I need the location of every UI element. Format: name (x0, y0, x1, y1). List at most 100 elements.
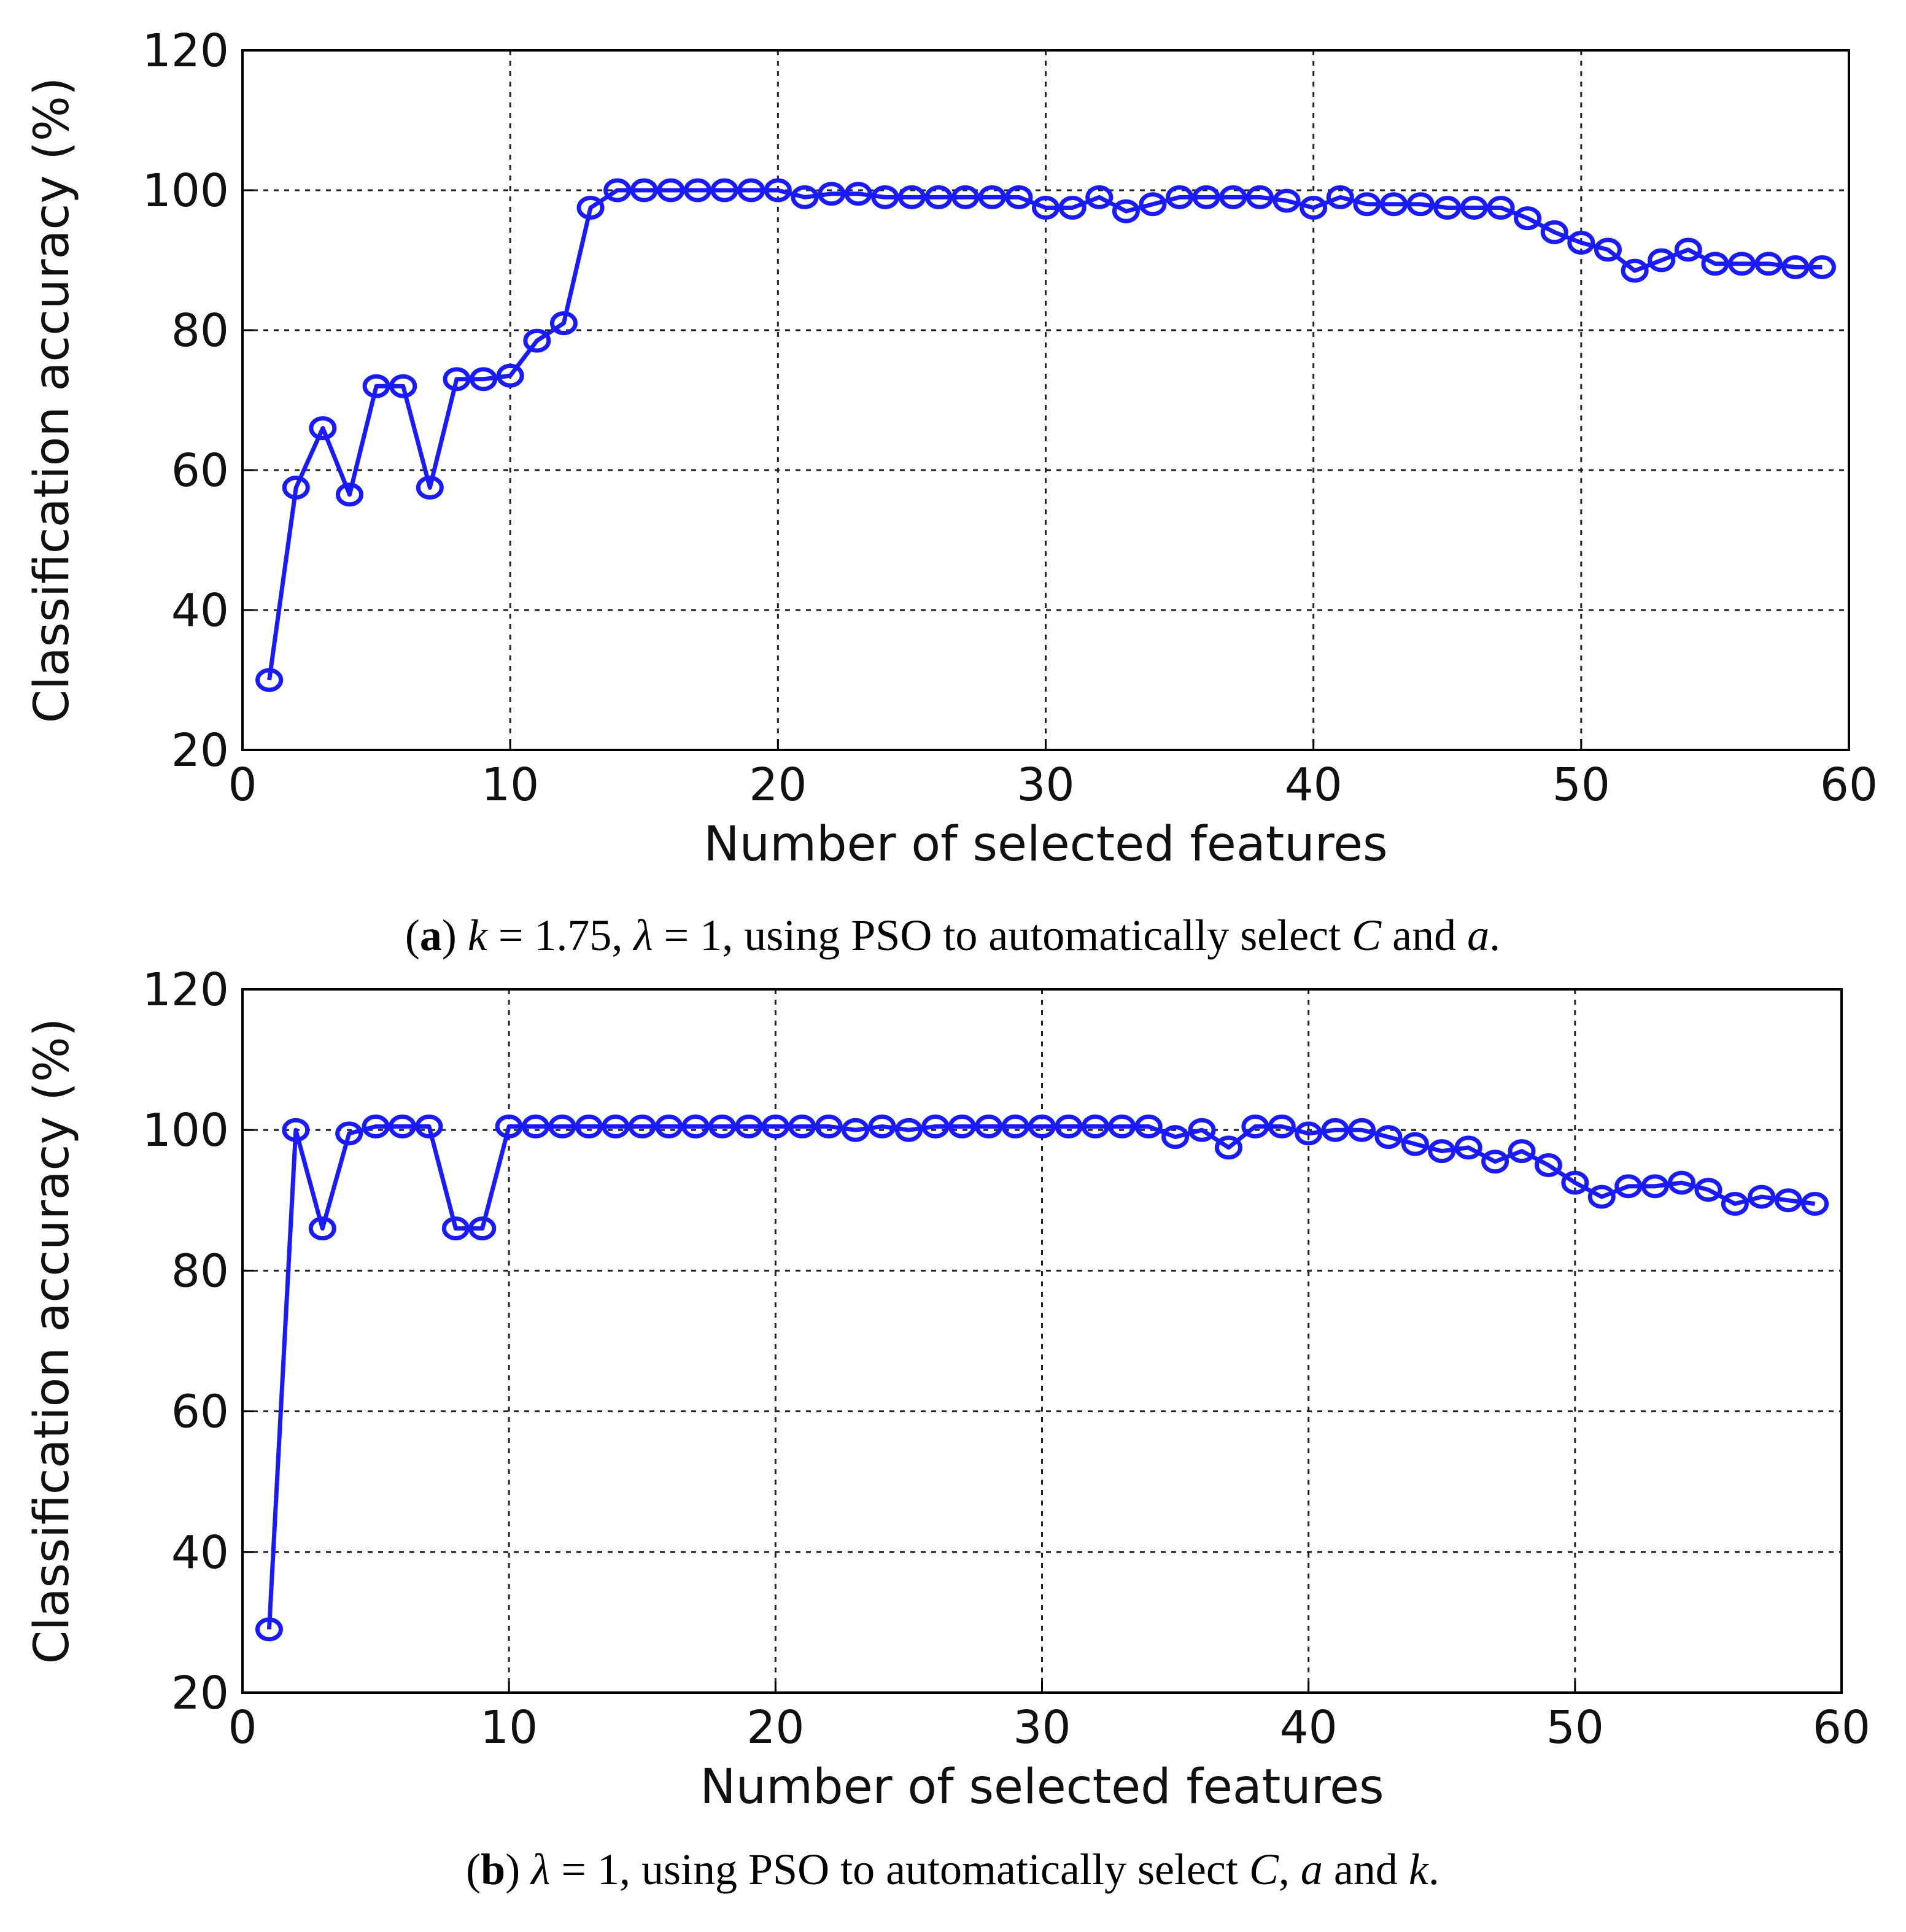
data-point (1268, 1114, 1296, 1138)
caption-label: b (481, 1845, 505, 1894)
data-point (1567, 231, 1595, 255)
data-point (470, 367, 498, 392)
data-point (735, 1114, 763, 1138)
caption-text: = 1, using PSO to automatically select (550, 1845, 1249, 1894)
data-point (1028, 1114, 1056, 1138)
y-tick-label: 80 (171, 1245, 229, 1297)
data-point (1481, 1150, 1509, 1174)
x-tick-label: 20 (749, 759, 807, 811)
data-point (1508, 1139, 1536, 1164)
data-point (844, 182, 872, 206)
caption-text: , (1279, 1845, 1301, 1894)
data-point (1108, 1114, 1136, 1138)
data-point (1701, 252, 1729, 276)
y-tick-label: 100 (142, 1104, 229, 1157)
data-point (335, 1121, 363, 1146)
data-point (708, 1114, 736, 1138)
data-point (1774, 1188, 1802, 1213)
y-tick-label: 120 (142, 25, 229, 77)
data-point (1058, 196, 1087, 220)
data-point (737, 178, 765, 203)
data-point (523, 328, 551, 353)
y-axis-title: Classification accuracy (%) (25, 1018, 80, 1664)
caption-text: C (1249, 1845, 1279, 1894)
data-point (1374, 1125, 1403, 1150)
caption-text: a (1467, 911, 1489, 960)
caption-text: λ (530, 1845, 550, 1894)
data-point (1112, 199, 1140, 223)
data-point (1219, 185, 1247, 209)
data-point (788, 1114, 816, 1138)
data-point (548, 1114, 576, 1138)
data-point (1540, 220, 1568, 244)
data-point (1326, 185, 1354, 209)
data-point (468, 1216, 497, 1241)
data-point (1005, 185, 1033, 209)
x-tick-label: 20 (746, 1701, 804, 1754)
caption-text: = 1, using PSO to automatically select (653, 911, 1352, 960)
data-point (255, 1617, 283, 1642)
data-point (1245, 185, 1274, 209)
data-point (1534, 1153, 1562, 1177)
data-point (1139, 192, 1167, 217)
data-point (657, 178, 685, 203)
data-point (1428, 1139, 1456, 1164)
data-point (522, 1114, 550, 1138)
caption-text: = 1.75, (487, 911, 634, 960)
data-point (1808, 255, 1836, 279)
x-tick-label: 40 (1285, 759, 1342, 811)
data-point (1295, 1121, 1323, 1146)
data-point (1085, 185, 1114, 209)
data-point (1348, 1118, 1376, 1142)
data-point (921, 1114, 950, 1138)
caption-label: a (420, 911, 442, 960)
data-point (1188, 1118, 1216, 1142)
data-point (924, 185, 953, 209)
data-point (868, 1114, 896, 1138)
y-tick-label: 20 (171, 1667, 229, 1720)
data-point (1454, 1135, 1482, 1160)
data-point (894, 1118, 923, 1142)
data-point (1433, 196, 1462, 220)
data-point (628, 1114, 656, 1138)
data-point (389, 374, 417, 398)
caption-paren: ( (405, 911, 420, 960)
y-axis-title: Classification accuracy (%) (25, 77, 80, 724)
data-point (1134, 1114, 1163, 1138)
x-tick-label: 60 (1813, 1701, 1870, 1754)
data-point (815, 1114, 843, 1138)
data-point (1487, 196, 1515, 220)
caption-text: k (468, 911, 489, 960)
data-point (1273, 188, 1301, 213)
data-point (576, 196, 605, 220)
data-point (1406, 192, 1435, 217)
data-point (1801, 1192, 1829, 1216)
data-point (416, 476, 444, 500)
x-tick-label: 0 (228, 759, 257, 811)
caption-text: and (1381, 911, 1467, 960)
data-point (282, 476, 310, 500)
data-point (441, 1216, 470, 1241)
caption-text: . (1489, 911, 1500, 960)
data-point (871, 185, 899, 209)
x-tick-label: 0 (228, 1701, 257, 1754)
x-tick-label: 30 (1013, 1701, 1071, 1754)
data-point (549, 311, 578, 336)
data-point (335, 482, 363, 507)
y-tick-label: 40 (171, 584, 229, 637)
x-tick-label: 40 (1280, 1701, 1338, 1754)
data-point (575, 1114, 603, 1138)
caption-text: . (1428, 1845, 1439, 1894)
data-point (1055, 1114, 1083, 1138)
data-point (1674, 238, 1702, 262)
caption-text: C (1352, 911, 1382, 960)
data-point (1081, 1114, 1109, 1138)
data-point (655, 1114, 683, 1138)
data-point (948, 1114, 976, 1138)
caption-paren: ) (505, 1845, 531, 1894)
y-tick-label: 60 (171, 1386, 229, 1439)
caption-text: and (1323, 1845, 1409, 1894)
data-point (362, 374, 390, 398)
data-point (415, 1114, 443, 1138)
